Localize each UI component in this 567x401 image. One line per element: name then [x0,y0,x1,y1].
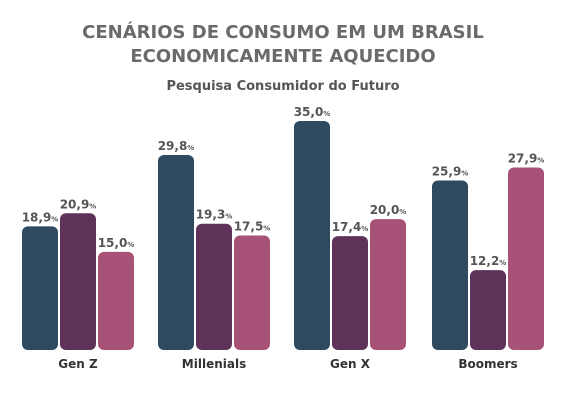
data-label-2-2: 19,3% [196,208,233,222]
bar-2-1 [158,155,194,350]
bar-2-2 [196,223,232,350]
bar-3-2 [332,236,368,350]
category-label-4: Boomers [458,357,517,371]
chart-title-line-1: CENÁRIOS DE CONSUMO EM UM BRASIL [82,21,484,43]
chart-subtitle: Pesquisa Consumidor do Futuro [166,79,399,94]
bar-4-2 [470,270,506,350]
bar-1-2 [60,213,96,350]
data-label-4-3: 27,9% [508,151,545,165]
bars-layer [22,121,544,350]
bar-4-1 [432,180,468,350]
data-label-3-1: 35,0% [294,105,331,119]
bar-1-3 [98,251,134,350]
bar-2-3 [234,235,270,350]
category-label-2: Millenials [182,357,246,371]
data-label-2-3: 17,5% [234,220,271,234]
category-label-3: Gen X [330,357,371,371]
data-label-3-2: 17,4% [332,220,369,234]
bar-3-1 [294,121,330,350]
data-label-2-1: 29,8% [158,139,195,153]
data-label-4-2: 12,2% [470,254,507,268]
data-label-1-3: 15,0% [98,236,135,250]
chart-title-line-2: ECONOMICAMENTE AQUECIDO [130,46,435,67]
data-label-1-2: 20,9% [60,197,97,211]
data-label-1-1: 18,9% [22,210,59,224]
data-label-4-1: 25,9% [432,165,469,179]
bar-4-3 [508,167,544,350]
category-labels-layer: Gen Z Millenials Gen X Boomers [58,357,517,371]
category-label-1: Gen Z [58,357,98,371]
data-label-3-3: 20,0% [370,203,407,217]
bar-1-1 [22,226,58,350]
bar-3-3 [370,219,406,350]
labels-layer: 18,9%20,9% 15,0% 29,8% 19,3%17,5% 35,0% 17,4%… [22,105,545,268]
